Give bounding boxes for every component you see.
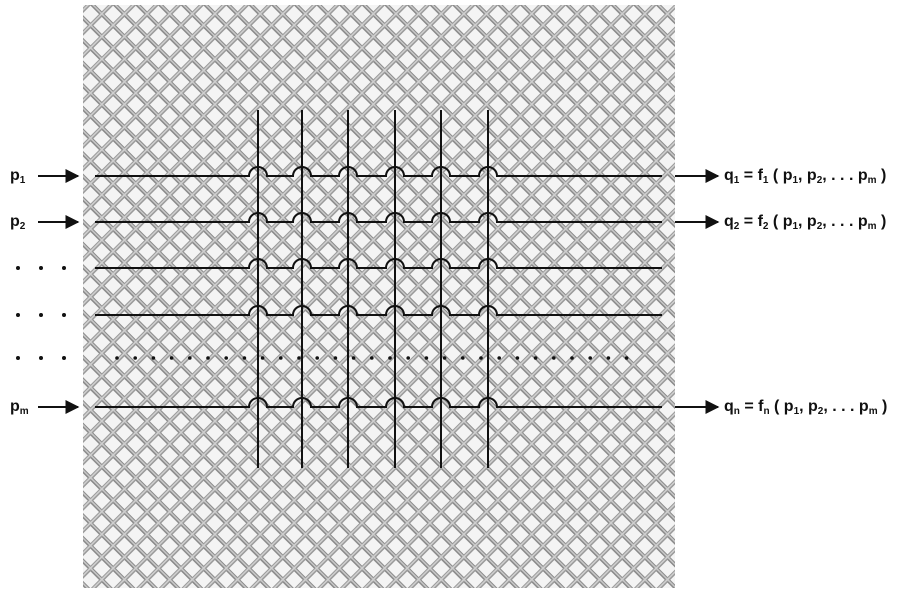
dot: [497, 356, 501, 360]
symbol: p: [783, 167, 793, 184]
dot: [62, 356, 66, 360]
dot: [188, 356, 192, 360]
dot: [406, 356, 410, 360]
symbol: p: [783, 213, 793, 230]
input-label: p1: [10, 167, 26, 185]
dot: [370, 356, 374, 360]
output-label: q2​ = f2​ ( p1​, p2​, . . . pm​ ): [724, 213, 886, 231]
text-part: =: [739, 213, 757, 230]
dot: [479, 356, 483, 360]
symbol: q: [724, 167, 734, 184]
dot: [279, 356, 283, 360]
subscript: 1: [20, 175, 26, 186]
text-part: ,: [799, 398, 808, 415]
dot: [443, 356, 447, 360]
dot: [352, 356, 356, 360]
text-part: ): [878, 398, 888, 415]
text-part: =: [740, 398, 758, 415]
text-part: (: [770, 398, 784, 415]
mesh-background: [83, 5, 675, 588]
dot: [461, 356, 465, 360]
symbol: p: [859, 398, 869, 415]
symbol: p: [10, 167, 20, 184]
symbol: p: [808, 398, 818, 415]
text-part: , . . .: [822, 213, 858, 230]
dot: [16, 356, 20, 360]
symbol: q: [724, 398, 734, 415]
dot: [315, 356, 319, 360]
dot: [16, 313, 20, 317]
symbol: p: [10, 213, 20, 230]
text-part: ): [877, 167, 887, 184]
dot: [243, 356, 247, 360]
dot: [425, 356, 429, 360]
text-part: ,: [798, 167, 807, 184]
subscript: 2: [20, 221, 26, 232]
subscript: m: [20, 406, 29, 417]
text-part: , . . .: [823, 398, 859, 415]
dot: [588, 356, 592, 360]
dot: [16, 266, 20, 270]
dot: [115, 356, 119, 360]
symbol: p: [784, 398, 794, 415]
text-part: , . . .: [822, 167, 858, 184]
subscript: m: [868, 221, 877, 232]
dot: [206, 356, 210, 360]
dot: [552, 356, 556, 360]
text-part: ): [877, 213, 887, 230]
dot: [133, 356, 137, 360]
dot: [516, 356, 520, 360]
dot: [170, 356, 174, 360]
symbol: p: [10, 398, 20, 415]
subscript: m: [868, 175, 877, 186]
symbol: p: [858, 213, 868, 230]
dot: [224, 356, 228, 360]
dot: [39, 266, 43, 270]
text-part: (: [768, 167, 782, 184]
dot: [534, 356, 538, 360]
diagram: p1p2pmq1​ = f1​ ( p1​, p2​, . . . pm​ )q…: [0, 0, 904, 591]
text-part: ,: [798, 213, 807, 230]
symbol: p: [807, 167, 817, 184]
dot: [152, 356, 156, 360]
text-part: (: [768, 213, 782, 230]
symbol: q: [724, 213, 734, 230]
output-label: qn​ = fn​ ( p1​, p2​, . . . pm​ ): [724, 398, 887, 416]
output-label: q1​ = f1​ ( p1​, p2​, . . . pm​ ): [724, 167, 886, 185]
input-label: p2: [10, 213, 26, 231]
dot: [570, 356, 574, 360]
symbol: p: [807, 213, 817, 230]
text-part: =: [739, 167, 757, 184]
dot: [388, 356, 392, 360]
input-label: pm: [10, 398, 29, 416]
dot: [625, 356, 629, 360]
dot: [607, 356, 611, 360]
dot: [261, 356, 265, 360]
subscript: m: [869, 406, 878, 417]
dot: [62, 313, 66, 317]
dot: [334, 356, 338, 360]
dot: [39, 313, 43, 317]
dot: [39, 356, 43, 360]
dot: [297, 356, 301, 360]
symbol: p: [858, 167, 868, 184]
dot: [62, 266, 66, 270]
